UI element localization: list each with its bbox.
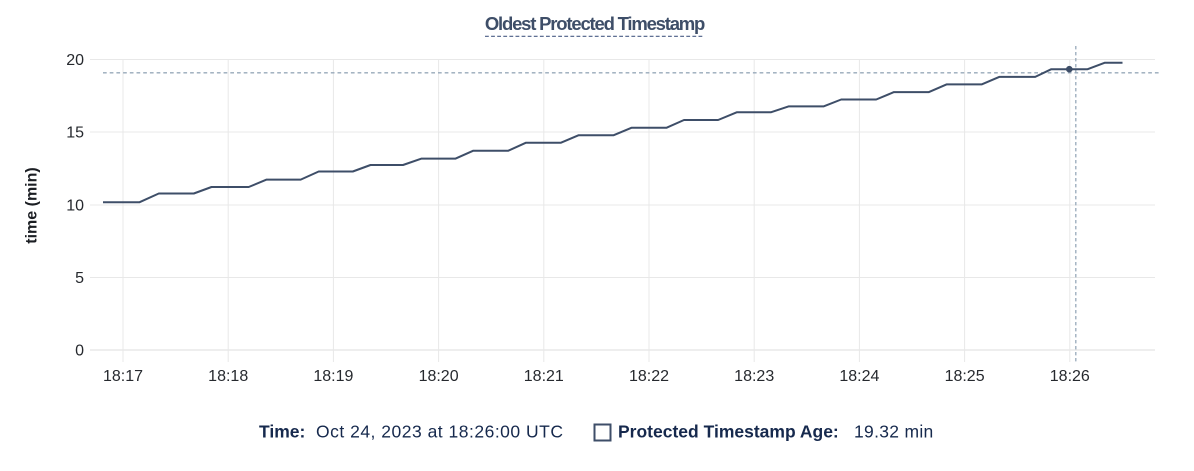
svg-text:18:26: 18:26 [1050,368,1090,385]
svg-text:18:18: 18:18 [208,368,248,385]
svg-text:18:17: 18:17 [103,368,143,385]
svg-text:Protected Timestamp Age:: Protected Timestamp Age: [618,422,839,442]
svg-text:18:21: 18:21 [524,368,564,385]
svg-text:10: 10 [66,198,84,215]
svg-text:Oct 24, 2023 at 18:26:00 UTC: Oct 24, 2023 at 18:26:00 UTC [316,422,563,442]
svg-text:5: 5 [75,270,84,287]
svg-text:time (min): time (min) [24,167,41,243]
svg-text:0: 0 [75,343,84,360]
svg-text:18:22: 18:22 [629,368,669,385]
svg-text:18:24: 18:24 [839,368,879,385]
svg-text:18:20: 18:20 [419,368,459,385]
svg-text:18:25: 18:25 [945,368,985,385]
svg-text:15: 15 [66,125,84,142]
svg-text:Oldest Protected Timestamp: Oldest Protected Timestamp [485,13,705,34]
svg-text:18:19: 18:19 [313,368,353,385]
svg-text:20: 20 [66,52,84,69]
svg-text:18:23: 18:23 [734,368,774,385]
svg-text:19.32 min: 19.32 min [854,422,934,442]
svg-text:Time:: Time: [259,422,305,442]
